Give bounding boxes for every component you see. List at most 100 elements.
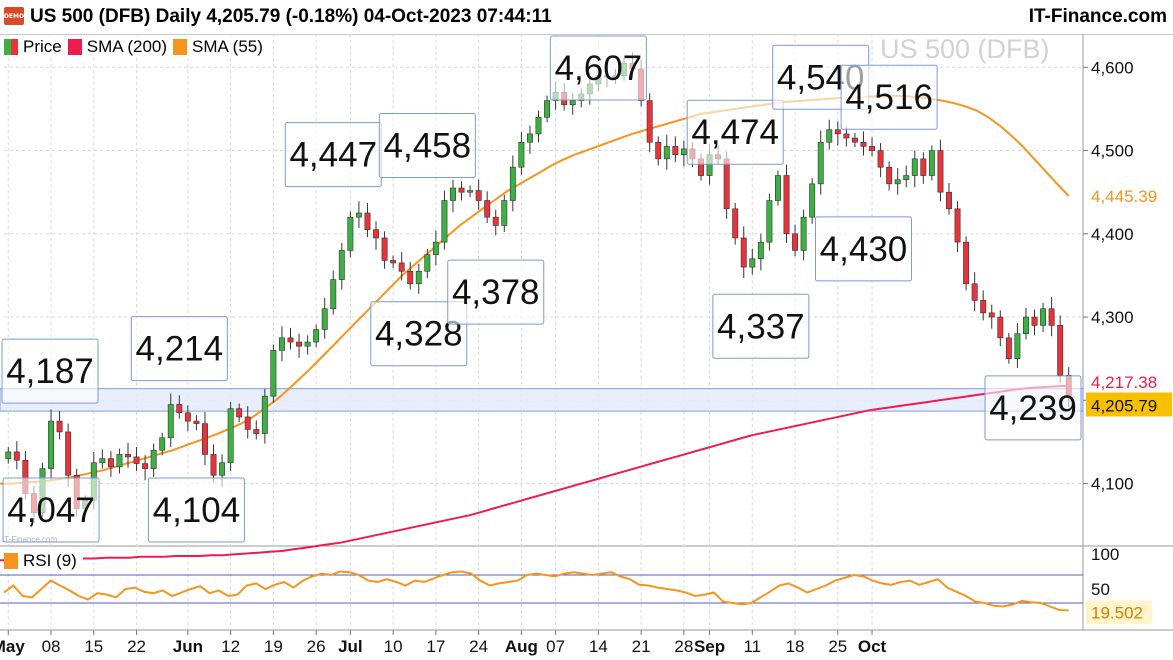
x-tick-label: 26 (307, 637, 326, 656)
candle (390, 255, 397, 268)
x-tick-label: 11 (743, 637, 761, 656)
candle-body (193, 420, 200, 424)
candle (407, 262, 414, 290)
candle-body (296, 341, 302, 347)
candle-body (946, 191, 952, 210)
candle-body (458, 187, 465, 193)
candle-body (509, 166, 516, 201)
chart-header: DEMO US 500 (DFB) Daily 4,205.79 (-0.18%… (0, 0, 1173, 35)
candle (278, 326, 285, 362)
candle (107, 451, 114, 477)
candle (458, 181, 465, 201)
candle-body (869, 146, 875, 151)
level-annotation: 4,239 (984, 375, 1082, 441)
price-legend: Price SMA (200) SMA (55) (4, 36, 269, 58)
support-zone-band (0, 388, 1084, 412)
candle-body (441, 200, 448, 243)
x-tick-label: Jul (338, 637, 363, 656)
candle-body (911, 158, 918, 176)
rsi-legend: RSI (9) (4, 550, 83, 572)
candle (142, 455, 149, 481)
candle (338, 242, 345, 290)
annotation-label: 4,214 (136, 330, 224, 369)
candle (270, 344, 277, 403)
y-tick-label: 4,100 (1091, 475, 1134, 494)
candle (757, 233, 764, 271)
legend-price[interactable]: Price (4, 37, 62, 57)
candle-body (364, 212, 371, 230)
annotation-box (549, 35, 647, 101)
support-zone (0, 388, 1084, 412)
price-axis: 4,1004,2004,3004,4004,5004,6004,445.394,… (1083, 58, 1172, 494)
annotations: 4,187 4,047 4,214 4,104 4,447 4,328 4,458 4,378… (1, 35, 1082, 543)
annotation-label: 4,516 (845, 78, 933, 117)
candle (544, 95, 551, 123)
annotation-box (378, 113, 476, 179)
candle-body (424, 254, 431, 272)
x-tick-label: Oct (858, 637, 887, 656)
annotation-label: 4,430 (820, 230, 908, 269)
candle-body (860, 141, 867, 147)
candle-body (270, 350, 277, 397)
candle (894, 168, 901, 195)
candle (56, 411, 63, 440)
x-tick-label: 10 (384, 637, 403, 656)
candle (851, 133, 858, 148)
candle-body (817, 141, 824, 185)
annotation-box (370, 301, 468, 367)
candle-body (13, 451, 20, 461)
y-tick-label: 4,600 (1091, 58, 1134, 77)
candle-body (355, 212, 362, 218)
candle-body (133, 456, 140, 464)
candle (928, 145, 935, 181)
sma55-value-tag-text: 4,445.39 (1091, 187, 1157, 206)
sma200-line (0, 384, 1069, 562)
candle (450, 179, 456, 213)
chart-grid (0, 34, 1173, 631)
candle-body (963, 241, 970, 285)
annotation-box (147, 477, 245, 543)
level-annotation: 4,447 (284, 122, 382, 188)
candle (672, 136, 679, 163)
candle-body (544, 100, 551, 118)
candle-body (680, 148, 687, 156)
annotation-label: 4,239 (989, 389, 1077, 428)
candle (475, 179, 482, 210)
candle (749, 248, 756, 275)
candle (911, 150, 918, 188)
candle-body (1005, 337, 1012, 359)
candle (518, 132, 525, 175)
legend-sma200[interactable]: SMA (200) (67, 37, 167, 57)
candle (860, 131, 867, 156)
legend-sma55[interactable]: SMA (55) (173, 37, 263, 57)
candle (1023, 307, 1029, 340)
candle-body (253, 429, 260, 434)
legend-rsi[interactable]: RSI (9) (4, 551, 77, 571)
candle (125, 442, 131, 468)
candle-body (347, 216, 354, 251)
candle-body (723, 158, 730, 210)
sma55-swatch-icon (173, 39, 188, 55)
annotation-box (447, 259, 545, 325)
x-tick-label: 19 (264, 637, 283, 656)
candle-body (535, 116, 542, 135)
candle-body (5, 451, 12, 459)
x-tick-label: Jun (173, 637, 203, 656)
sma200-value-tag-text: 4,217.38 (1091, 373, 1157, 392)
annotation-label: 4,337 (717, 307, 805, 346)
candle (1040, 302, 1047, 333)
candle-body (116, 454, 123, 468)
candle (150, 443, 157, 477)
level-annotation: 4,430 (814, 216, 912, 282)
candle-body (261, 395, 268, 434)
candle (886, 161, 893, 191)
candle-body (304, 341, 311, 347)
candle (253, 420, 260, 440)
candle-body (407, 270, 414, 285)
candle (843, 127, 850, 147)
candle (159, 432, 166, 456)
candle-body (244, 416, 251, 430)
x-tick-label: May (0, 637, 25, 656)
candle-body (492, 216, 499, 226)
